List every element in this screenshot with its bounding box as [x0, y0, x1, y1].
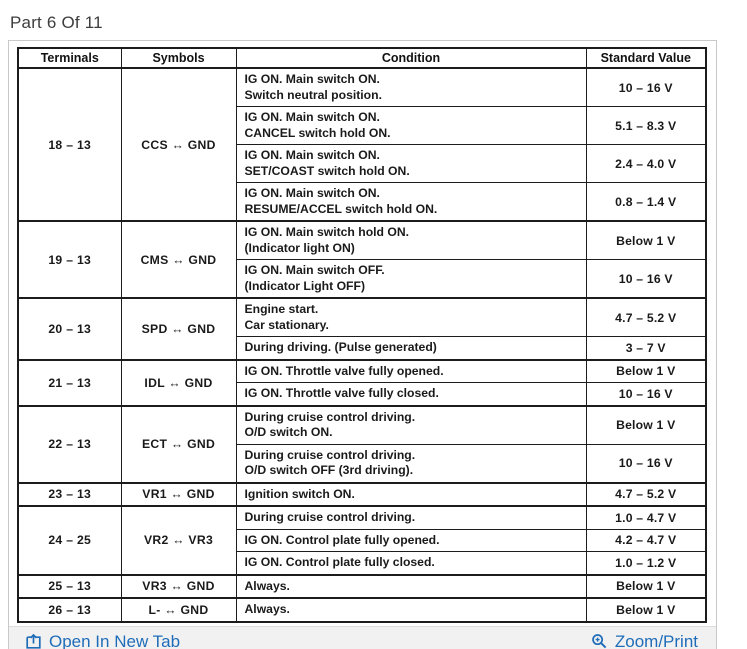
terminals-cell: 22 – 13 — [17, 404, 122, 483]
condition-cell: During cruise control driving. — [235, 505, 587, 530]
terminals-cell: 26 – 13 — [17, 597, 122, 622]
table-row: 24 – 25 VR2 ↔ VR3 During cruise control dr… — [17, 505, 707, 575]
spec-table-body: 18 – 13 CCS ↔ GND IG ON. Main switch ON. Sw… — [17, 67, 707, 622]
symbol-cell: IDL ↔ GND — [120, 358, 237, 406]
zoom-print-link[interactable]: Zoom/Print — [591, 632, 698, 649]
standard-value-cell: 1.0 – 4.7 V — [585, 505, 707, 530]
table-row: 18 – 13 CCS ↔ GND IG ON. Main switch ON. Sw… — [17, 67, 707, 222]
condition-cell: Ignition switch ON. — [235, 481, 587, 507]
terminals-cell: 24 – 25 — [17, 505, 122, 575]
standard-value-cell: Below 1 V — [585, 404, 707, 445]
standard-value-cell: 4.2 – 4.7 V — [585, 528, 707, 552]
table-row: IG ON. Main switch ON. CANCEL switch hold… — [18, 106, 707, 145]
zoom-in-icon — [591, 633, 608, 649]
condition-cell: IG ON. Main switch ON. SET/COAST switch h… — [235, 144, 587, 183]
terminals-cell: 21 – 13 — [17, 358, 122, 406]
symbol-cell: L- ↔ GND — [120, 597, 237, 622]
table-row: IG ON. Main switch OFF. (Indicator Light … — [18, 259, 707, 299]
table-row: 26 – 13 L- ↔ GND Always. Below 1 V — [17, 597, 707, 622]
viewer-footer-bar: Open In New Tab Zoom/Print — [9, 625, 716, 649]
table-row: During driving. (Pulse generated) 3 – 7 V — [18, 336, 707, 360]
standard-value-cell: 2.4 – 4.0 V — [585, 144, 707, 183]
document-page: Terminals Symbols Condition Standard Val… — [9, 41, 716, 626]
symbol-cell: ECT ↔ GND — [120, 404, 237, 483]
column-header-standard-value: Standard Value — [585, 47, 707, 69]
symbol-cell: CMS ↔ GND — [120, 220, 237, 299]
standard-value-cell: Below 1 V — [585, 358, 707, 383]
table-row: 21 – 13 IDL ↔ GND IG ON. Throttle valve fu… — [17, 358, 707, 406]
table-header-row: Terminals Symbols Condition Standard Val… — [17, 47, 707, 69]
open-in-new-tab-icon — [25, 633, 42, 649]
column-header-condition: Condition — [235, 47, 587, 69]
terminals-cell: 19 – 13 — [17, 220, 122, 299]
open-in-new-tab-link[interactable]: Open In New Tab — [25, 632, 180, 649]
table-row: IG ON. Main switch ON. SET/COAST switch h… — [18, 144, 707, 183]
symbol-cell: SPD ↔ GND — [120, 297, 237, 360]
open-in-new-tab-label: Open In New Tab — [49, 631, 181, 649]
table-row: 19 – 13 CMS ↔ GND IG ON. Main switch hold … — [17, 220, 707, 299]
condition-cell: During driving. (Pulse generated) — [235, 336, 587, 360]
terminals-cell: 18 – 13 — [17, 67, 122, 222]
column-header-symbols: Symbols — [120, 47, 237, 69]
condition-cell: Always. — [235, 573, 587, 599]
condition-cell: During cruise control driving. O/D switch… — [235, 404, 587, 445]
page-title: Part 6 Of 11 — [10, 13, 103, 32]
condition-cell: IG ON. Throttle valve fully opened. — [235, 358, 587, 383]
standard-value-cell: 10 – 16 V — [585, 259, 707, 299]
condition-cell: IG ON. Main switch ON. RESUME/ACCEL switc… — [235, 182, 587, 222]
symbol-cell: VR1 ↔ GND — [120, 481, 237, 507]
standard-value-cell: Below 1 V — [585, 597, 707, 622]
zoom-print-label: Zoom/Print — [614, 631, 698, 649]
standard-value-cell: 5.1 – 8.3 V — [585, 106, 707, 145]
standard-value-cell: 10 – 16 V — [585, 67, 707, 107]
condition-cell: IG ON. Main switch ON. CANCEL switch hold… — [235, 106, 587, 145]
condition-cell: IG ON. Main switch hold ON. (Indicator li… — [235, 220, 587, 260]
standard-value-cell: 10 – 16 V — [585, 443, 707, 483]
table-row: IG ON. Main switch ON. RESUME/ACCEL switc… — [18, 182, 707, 222]
standard-value-cell: 10 – 16 V — [585, 382, 707, 406]
document-viewer-frame: Terminals Symbols Condition Standard Val… — [8, 40, 717, 649]
table-row: During cruise control driving. O/D switch… — [18, 443, 707, 483]
condition-cell: Engine start. Car stationary. — [235, 297, 587, 337]
standard-value-cell: 4.7 – 5.2 V — [585, 481, 707, 507]
standard-value-cell: 0.8 – 1.4 V — [585, 182, 707, 222]
condition-cell: During cruise control driving. O/D switch… — [235, 443, 587, 483]
standard-value-cell: 1.0 – 1.2 V — [585, 551, 707, 575]
standard-value-cell: 4.7 – 5.2 V — [585, 297, 707, 337]
symbol-cell: VR3 ↔ GND — [120, 573, 237, 599]
condition-cell: IG ON. Control plate fully opened. — [235, 528, 587, 552]
symbol-cell: VR2 ↔ VR3 — [120, 505, 237, 575]
table-row: IG ON. Throttle valve fully closed. 10 – … — [18, 382, 707, 406]
terminals-cell: 23 – 13 — [17, 481, 122, 507]
standard-value-cell: Below 1 V — [585, 220, 707, 260]
terminal-spec-table: Terminals Symbols Condition Standard Val… — [17, 47, 707, 623]
terminals-cell: 25 – 13 — [17, 573, 122, 599]
condition-cell: IG ON. Throttle valve fully closed. — [235, 382, 587, 406]
symbol-cell: CCS ↔ GND — [120, 67, 237, 222]
table-row: 22 – 13 ECT ↔ GND During cruise control dr… — [17, 404, 707, 483]
standard-value-cell: 3 – 7 V — [585, 336, 707, 360]
condition-cell: Always. — [235, 597, 587, 622]
terminals-cell: 20 – 13 — [17, 297, 122, 360]
table-row: IG ON. Control plate fully closed. 1.0 – … — [18, 551, 707, 575]
condition-cell: IG ON. Main switch OFF. (Indicator Light … — [235, 259, 587, 299]
table-row: 23 – 13 VR1 ↔ GND Ignition switch ON. 4.7 –… — [17, 481, 707, 507]
standard-value-cell: Below 1 V — [585, 573, 707, 599]
table-row: 25 – 13 VR3 ↔ GND Always. Below 1 V — [17, 573, 707, 599]
condition-cell: IG ON. Control plate fully closed. — [235, 551, 587, 575]
column-header-terminals: Terminals — [17, 47, 122, 69]
condition-cell: IG ON. Main switch ON. Switch neutral pos… — [235, 67, 587, 107]
table-row: 20 – 13 SPD ↔ GND Engine start. Car station… — [17, 297, 707, 360]
